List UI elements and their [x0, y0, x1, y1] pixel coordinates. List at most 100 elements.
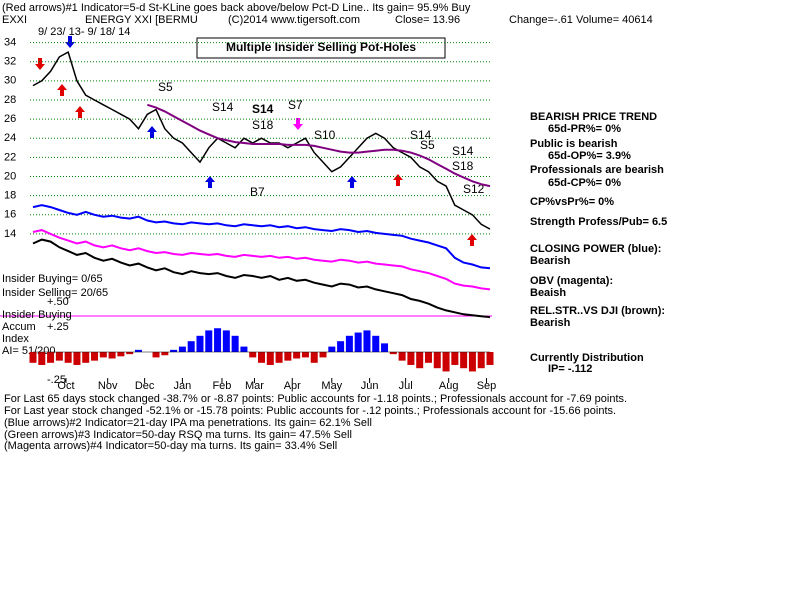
left-note: Accum: [2, 321, 36, 333]
y-tick-label: 34: [4, 36, 16, 48]
left-note: Insider Buying: [2, 309, 72, 321]
accum-bar: [38, 352, 46, 365]
accum-bar: [389, 352, 397, 355]
accum-bar: [205, 330, 213, 352]
accum-bar: [258, 352, 265, 363]
signal: S5: [420, 138, 435, 152]
accum-bar: [284, 352, 292, 361]
arrow: [75, 106, 85, 118]
right-note: CLOSING POWER (blue):: [530, 243, 661, 255]
left-note: -.25: [47, 374, 66, 386]
accum-bar: [416, 352, 424, 369]
signal: S12: [463, 182, 485, 196]
footer-line: For Last year stock changed -52.1% or -1…: [4, 405, 616, 417]
accum-bar: [117, 352, 125, 357]
signal: S18: [452, 159, 474, 173]
right-note: IP= -.112: [548, 363, 592, 375]
right-note: Bearish: [530, 317, 571, 329]
accum-bar: [451, 352, 459, 365]
y-tick-label: 28: [4, 94, 16, 106]
accum-bar: [477, 352, 485, 369]
volume: Volume= 40614: [576, 14, 653, 26]
x-tick-label: May: [321, 380, 342, 392]
accum-bar: [275, 352, 283, 363]
right-note: 65d-CP%= 0%: [548, 177, 621, 189]
chart-title: Multiple Insider Selling Pot-Holes: [226, 40, 416, 54]
x-tick-label: Jan: [174, 380, 192, 392]
left-note: +.25: [47, 321, 69, 333]
accum-bar: [91, 352, 99, 361]
accum-bar: [424, 352, 432, 363]
y-tick-label: 30: [4, 75, 16, 87]
accum-bar: [354, 332, 362, 352]
right-note: Strength Profess/Pub= 6.5: [530, 216, 667, 228]
x-tick-label: Feb: [212, 380, 231, 392]
accum-bar: [407, 352, 415, 365]
accum-bar: [214, 328, 222, 352]
accum-bar: [398, 352, 406, 361]
right-note: CP%vsPr%= 0%: [530, 196, 614, 208]
accum-bar: [152, 352, 160, 358]
right-note: Bearish: [530, 255, 571, 267]
arrow: [347, 176, 357, 188]
arrow: [35, 58, 45, 70]
footer-line: (Green arrows)#3 Indicator=50-day RSQ ma…: [4, 429, 352, 441]
footer-line: (Blue arrows)#2 Indicator=21-day IPA ma …: [4, 417, 372, 429]
accum-bar: [433, 352, 441, 369]
arrow: [147, 126, 157, 138]
accum-bar: [460, 352, 468, 369]
accum-bar: [301, 352, 309, 358]
arrow: [65, 36, 75, 48]
accum-bar: [293, 352, 301, 359]
accum-bar: [468, 352, 476, 372]
accum-bar: [345, 335, 353, 352]
accum-bar: [231, 335, 239, 352]
x-tick-label: Dec: [135, 380, 155, 392]
close: Close= 13.96: [395, 14, 460, 26]
accum-bar: [99, 352, 107, 358]
accum-bar: [187, 341, 195, 352]
accum-bar: [178, 346, 186, 352]
y-tick-label: 24: [4, 132, 16, 144]
x-tick-label: Nov: [98, 380, 118, 392]
accum-bar: [319, 352, 327, 358]
y-tick-label: 20: [4, 170, 16, 182]
series-line: [32, 238, 491, 319]
signal: S7: [288, 98, 303, 112]
signal: B7: [250, 185, 265, 199]
right-note: BEARISH PRICE TREND: [530, 111, 657, 123]
series-line: [32, 229, 491, 291]
right-note: 65d-PR%= 0%: [548, 123, 621, 135]
accum-bar: [161, 352, 169, 356]
accum-bar: [196, 335, 204, 352]
left-note: +.50: [47, 296, 69, 308]
x-tick-label: Jun: [361, 380, 379, 392]
y-tick-label: 22: [4, 151, 16, 163]
x-tick-label: Jul: [399, 380, 413, 392]
change: Change=-.61: [509, 14, 573, 26]
arrow: [293, 118, 303, 130]
x-tick-label: Apr: [284, 380, 301, 392]
right-note: Beaish: [530, 287, 566, 299]
accum-bar: [486, 352, 494, 365]
arrow: [393, 174, 403, 186]
accum-bar: [29, 352, 37, 363]
right-note: Currently Distribution: [530, 352, 644, 364]
signal: S14: [452, 144, 474, 158]
signal: S18: [252, 118, 274, 132]
left-note: Insider Buying= 0/65: [2, 273, 103, 285]
right-note: Public is bearish: [530, 138, 618, 150]
accum-bar: [55, 352, 63, 361]
signal: S14: [252, 102, 274, 116]
right-note: 65d-OP%= 3.9%: [548, 150, 631, 162]
accum-bar: [47, 352, 55, 363]
y-tick-label: 18: [4, 190, 16, 202]
signal: S5: [158, 80, 173, 94]
y-tick-label: 16: [4, 209, 16, 221]
footer-line: (Magenta arrows)#4 Indicator=50-day ma t…: [4, 440, 337, 452]
right-note: Professionals are bearish: [530, 164, 664, 176]
copyright: (C)2014 www.tigersoft.com: [228, 14, 360, 26]
right-note: OBV (magenta):: [530, 275, 613, 287]
